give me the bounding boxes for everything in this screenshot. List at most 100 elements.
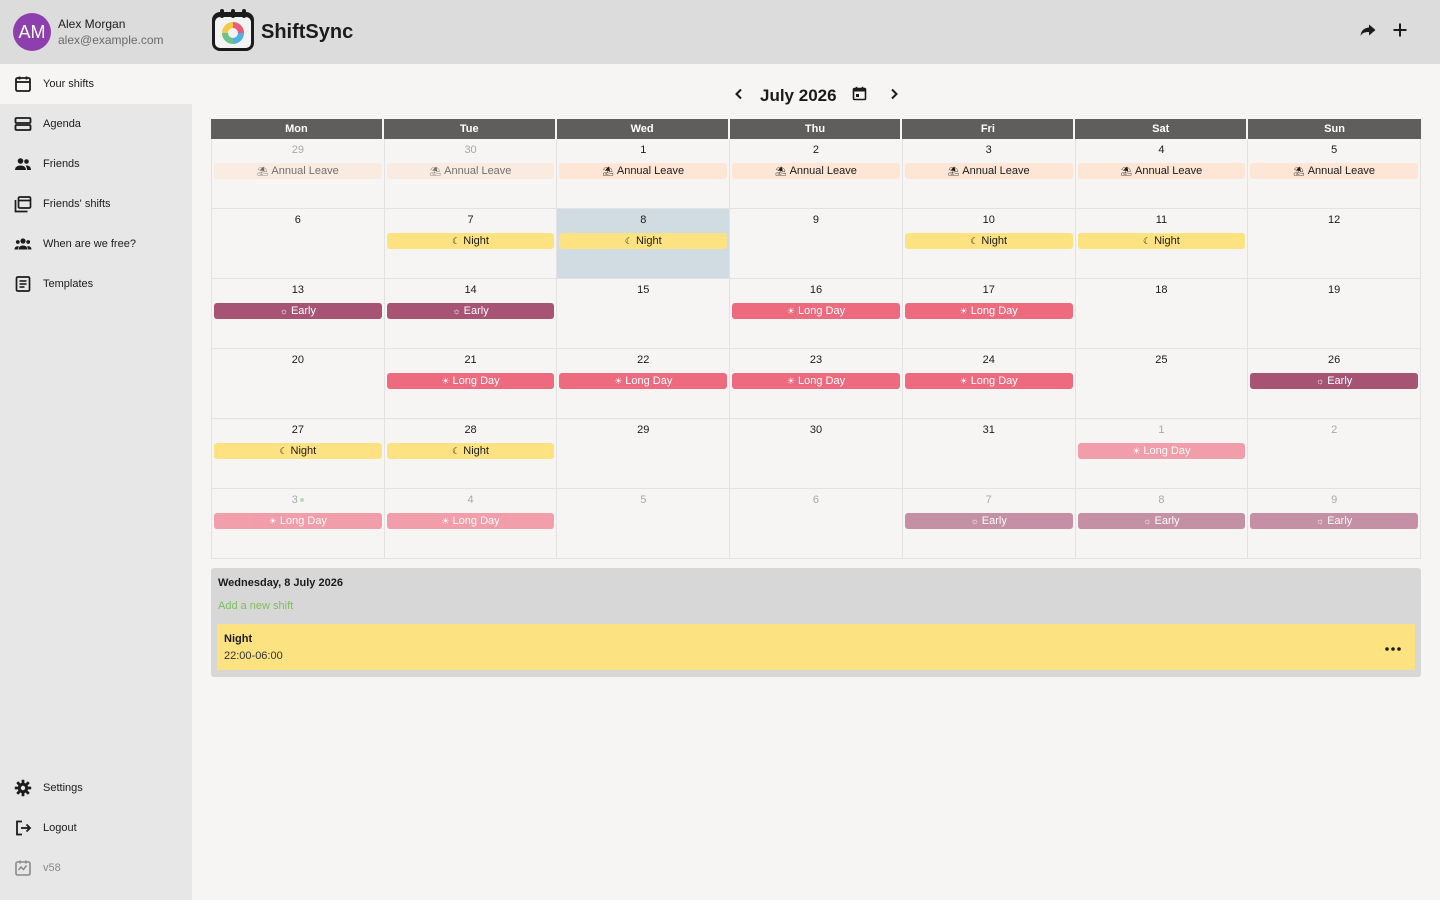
shift-chip[interactable]: ☼ Early xyxy=(904,513,1073,529)
calendar-day[interactable]: 7 ☼ Early xyxy=(902,489,1076,559)
calendar-day[interactable]: 18 xyxy=(1075,279,1249,349)
calendar-day[interactable]: 1 ☀ Long Day xyxy=(1075,419,1249,489)
shift-chip[interactable]: ⛱ Annual Leave xyxy=(904,163,1073,179)
shift-chip[interactable]: ☾ Night xyxy=(904,233,1073,249)
shift-type-icon: ☀ xyxy=(786,306,795,316)
day-number-text: 6 xyxy=(294,214,301,226)
shift-chip[interactable]: ☀ Long Day xyxy=(904,373,1073,389)
calendar-day[interactable]: 14 ☼ Early xyxy=(384,279,558,349)
calendar-day[interactable]: 15 xyxy=(557,279,731,349)
day-number-text: 18 xyxy=(1155,284,1168,296)
shift-chip[interactable]: ⛱ Annual Leave xyxy=(214,163,382,179)
shift-chip[interactable]: ☼ Early xyxy=(214,303,382,319)
calendar-day[interactable]: 30 ⛱ Annual Leave xyxy=(384,139,558,209)
user-profile[interactable]: AM Alex Morgan alex@example.com xyxy=(0,0,192,64)
calendar-day[interactable]: 23 ☀ Long Day xyxy=(730,349,903,419)
shift-chip[interactable]: ☀ Long Day xyxy=(1077,443,1246,459)
day-number: 3 xyxy=(903,144,1075,158)
shift-chip[interactable]: ☀ Long Day xyxy=(214,513,382,529)
sidebar-item-when-free[interactable]: When are we free? xyxy=(0,224,192,264)
calendar-day[interactable]: 16 ☀ Long Day xyxy=(730,279,903,349)
shift-chip[interactable]: ☀ Long Day xyxy=(732,303,900,319)
calendar-day[interactable]: 12 xyxy=(1248,209,1421,279)
calendar-day[interactable]: 9 xyxy=(730,209,903,279)
calendar-day[interactable]: 1 ⛱ Annual Leave xyxy=(557,139,731,209)
shift-chip[interactable]: ☾ Night xyxy=(386,233,555,249)
calendar-day[interactable]: 27 ☾ Night xyxy=(212,419,385,489)
calendar-day[interactable]: 29 ⛱ Annual Leave xyxy=(212,139,385,209)
calendar-day[interactable]: 8 ☾ Night xyxy=(557,209,731,279)
calendar-day[interactable]: 6 xyxy=(212,209,385,279)
shift-chip[interactable]: ⛱ Annual Leave xyxy=(1250,163,1418,179)
sidebar-item-logout[interactable]: Logout xyxy=(0,808,192,848)
shift-chip[interactable]: ⛱ Annual Leave xyxy=(386,163,555,179)
calendar-day[interactable]: 30 xyxy=(730,419,903,489)
next-month-button[interactable] xyxy=(882,84,906,108)
shift-card[interactable]: Night 22:00-06:00 xyxy=(217,624,1415,670)
calendar-day[interactable]: 4 ☀ Long Day xyxy=(384,489,558,559)
sidebar-item-agenda[interactable]: Agenda xyxy=(0,104,192,144)
calendar-day[interactable]: 9 ☼ Early xyxy=(1248,489,1421,559)
calendar-day[interactable]: 2 xyxy=(1248,419,1421,489)
add-shift-link[interactable]: Add a new shift xyxy=(218,600,294,612)
calendar-day[interactable]: 19 xyxy=(1248,279,1421,349)
calendar-day[interactable]: 10 ☾ Night xyxy=(902,209,1076,279)
calendar-day[interactable]: 26 ☼ Early xyxy=(1248,349,1421,419)
calendar-day[interactable]: 21 ☀ Long Day xyxy=(384,349,558,419)
shift-chip[interactable]: ☾ Night xyxy=(214,443,382,459)
calendar-day[interactable]: 17 ☀ Long Day xyxy=(902,279,1076,349)
calendar-day[interactable]: 5 xyxy=(557,489,731,559)
shift-label: Night xyxy=(635,235,662,247)
calendar-day[interactable]: 11 ☾ Night xyxy=(1075,209,1249,279)
shift-chip[interactable]: ☾ Night xyxy=(1077,233,1246,249)
day-number-text: 1 xyxy=(1158,424,1165,436)
shift-chip[interactable]: ☼ Early xyxy=(1250,513,1418,529)
sidebar-item-settings[interactable]: Settings xyxy=(0,768,192,808)
previous-month-button[interactable] xyxy=(727,84,751,108)
sidebar-item-templates[interactable]: Templates xyxy=(0,264,192,304)
add-button[interactable] xyxy=(1388,20,1412,44)
shift-chip[interactable]: ☼ Early xyxy=(1250,373,1418,389)
shift-chip[interactable]: ☼ Early xyxy=(1077,513,1246,529)
avatar[interactable]: AM xyxy=(13,13,51,51)
calendar-day[interactable]: 31 xyxy=(902,419,1076,489)
shift-chip[interactable]: ☾ Night xyxy=(386,443,555,459)
date-picker-button[interactable] xyxy=(848,85,870,107)
calendar-day[interactable]: 8 ☼ Early xyxy=(1075,489,1249,559)
calendar-day[interactable]: 4 ⛱ Annual Leave xyxy=(1075,139,1249,209)
shift-chip[interactable]: ⛱ Annual Leave xyxy=(559,163,728,179)
sidebar-item-friends[interactable]: Friends xyxy=(0,144,192,184)
calendar-day[interactable]: 5 ⛱ Annual Leave xyxy=(1248,139,1421,209)
shift-chip[interactable]: ☀ Long Day xyxy=(386,373,555,389)
calendar-day[interactable]: 7 ☾ Night xyxy=(384,209,558,279)
calendar-day[interactable]: 2 ⛱ Annual Leave xyxy=(730,139,903,209)
calendar-day[interactable]: 24 ☀ Long Day xyxy=(902,349,1076,419)
shift-chip[interactable]: ☀ Long Day xyxy=(904,303,1073,319)
shift-chip[interactable]: ☀ Long Day xyxy=(559,373,728,389)
calendar-day[interactable]: 6 xyxy=(730,489,903,559)
calendar-day[interactable]: 3 ☀ Long Day xyxy=(212,489,385,559)
share-button[interactable] xyxy=(1356,20,1380,44)
shift-options-button[interactable] xyxy=(1383,638,1403,656)
calendar-day[interactable]: 29 xyxy=(557,419,731,489)
shift-chip[interactable]: ☾ Night xyxy=(559,233,728,249)
calendar-day[interactable]: 20 xyxy=(212,349,385,419)
calendar-day[interactable]: 25 xyxy=(1075,349,1249,419)
calendar-day[interactable]: 28 ☾ Night xyxy=(384,419,558,489)
shift-name: Night xyxy=(224,633,253,645)
shift-type-icon: ⛱ xyxy=(775,166,787,176)
shift-chip[interactable]: ☀ Long Day xyxy=(732,373,900,389)
shift-chip[interactable]: ☀ Long Day xyxy=(386,513,555,529)
calendar-day[interactable]: 13 ☼ Early xyxy=(212,279,385,349)
shift-chip[interactable]: ⛱ Annual Leave xyxy=(732,163,900,179)
day-number: 1 xyxy=(1076,424,1248,438)
calendar-day[interactable]: 3 ⛱ Annual Leave xyxy=(902,139,1076,209)
day-number: 26 xyxy=(1248,354,1420,368)
shift-chip[interactable]: ☼ Early xyxy=(386,303,555,319)
day-number-text: 27 xyxy=(291,424,304,436)
calendar-day[interactable]: 22 ☀ Long Day xyxy=(557,349,731,419)
shift-chip[interactable]: ⛱ Annual Leave xyxy=(1077,163,1246,179)
sidebar-item-your-shifts[interactable]: Your shifts xyxy=(0,64,192,104)
day-number: 10 xyxy=(903,214,1075,228)
sidebar-item-friends-shifts[interactable]: Friends' shifts xyxy=(0,184,192,224)
